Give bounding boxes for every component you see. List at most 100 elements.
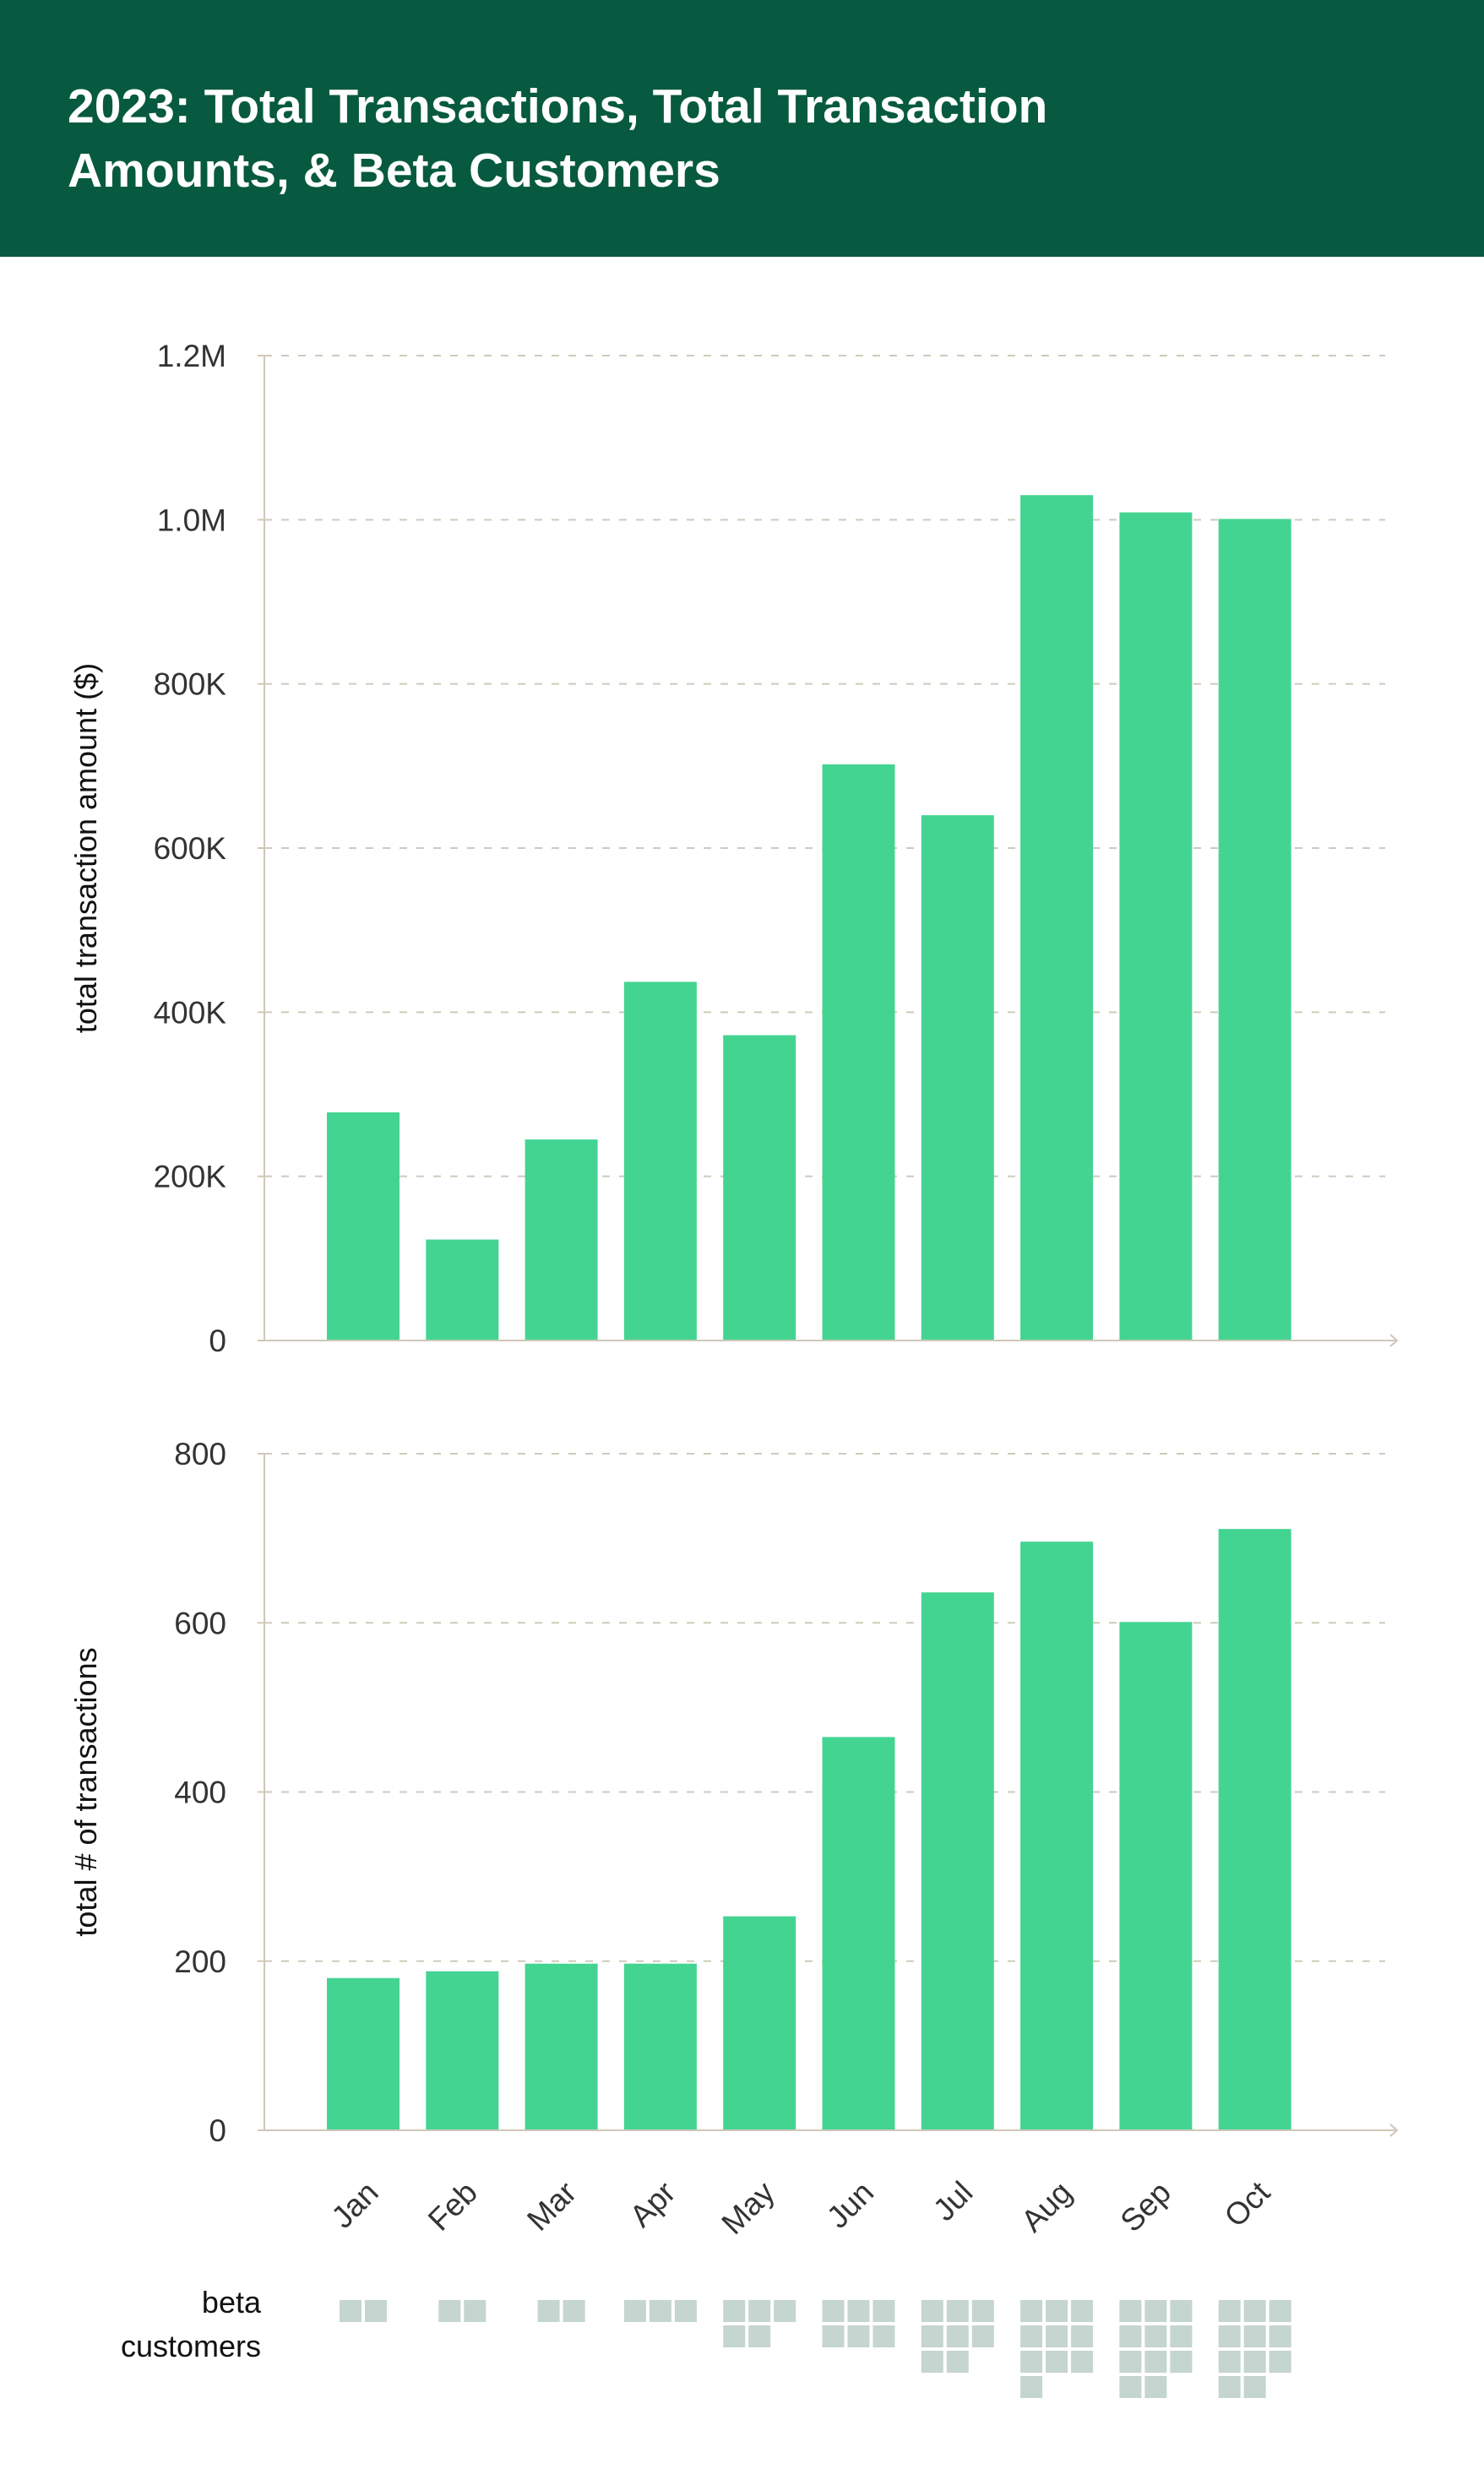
beta-customer-square [847,2300,870,2322]
chart-title: 2023: Total Transactions, Total Transact… [68,79,1048,198]
beta-customer-square [1020,2325,1043,2347]
beta-customer-square [1119,2300,1142,2322]
bar-oct [1218,519,1291,1341]
beta-customer-square [872,2300,895,2322]
x-tick-label: Feb [421,2175,484,2238]
beta-customer-square [1046,2300,1068,2322]
beta-customer-square [748,2300,771,2322]
bar-sep [1119,1622,1193,2130]
bar-feb [426,1971,499,2130]
beta-customer-square [1020,2300,1043,2322]
x-tick-label: May [715,2174,781,2241]
beta-customer-square [822,2300,845,2322]
beta-customer-square [537,2300,560,2322]
y-tick-label: 400 [174,1776,226,1810]
beta-customer-square [1020,2351,1043,2373]
bar-jun [822,764,895,1341]
x-axis-arrow-icon [1389,1334,1399,1347]
y-tick-label: 600K [154,831,227,866]
beta-customer-square [1218,2300,1241,2322]
beta-customer-square [822,2325,845,2347]
transactions-chart: 0 200 400 600 800 total # of transactions [68,1437,1399,2148]
beta-customer-square [1170,2300,1193,2322]
y-tick-label: 600 [174,1606,226,1640]
beta-customer-square [921,2300,943,2322]
bar-may [723,1035,796,1341]
beta-customer-square [921,2325,943,2347]
y-tick-label: 200K [154,1160,227,1194]
amount-chart: 0 200K 400K 600K 800K 1.0M 1.2M total transacti… [68,339,1399,1358]
x-tick-label: Apr [623,2175,682,2234]
beta-customer-square [1243,2300,1266,2322]
bar-sep [1119,512,1193,1341]
beta-customer-square [1218,2325,1241,2347]
beta-customer-square [1269,2300,1291,2322]
beta-customer-square [1218,2351,1241,2373]
beta-customer-square [1170,2325,1193,2347]
beta-customer-square [1144,2351,1167,2373]
beta-customer-square [1119,2325,1142,2347]
beta-customer-square [438,2300,461,2322]
x-tick-label: Jun [820,2175,880,2235]
beta-customers: beta customers [121,2285,1291,2398]
y-tick-label: 800K [154,667,227,702]
bar-mar [525,1139,598,1341]
bar-may [723,1916,796,2130]
bar-jul [921,815,994,1341]
y-tick-label: 1.2M [157,339,226,373]
beta-customer-square [1243,2351,1266,2373]
beta-customer-square [1020,2376,1043,2398]
bar-jul [921,1592,994,2130]
beta-label-line2: customers [121,2329,261,2363]
y-tick-label: 1.0M [157,503,226,537]
beta-customer-square [946,2300,969,2322]
beta-customer-square [774,2300,796,2322]
beta-customer-square [1071,2325,1094,2347]
beta-customer-square [1243,2376,1266,2398]
beta-customer-square [1119,2376,1142,2398]
beta-customer-square [1144,2376,1167,2398]
beta-customer-square [723,2325,746,2347]
beta-customer-square [1144,2325,1167,2347]
beta-customer-square [723,2300,746,2322]
beta-customer-square [1269,2325,1291,2347]
beta-customer-square [1046,2351,1068,2373]
x-tick-label: Jan [324,2175,384,2235]
beta-customer-square [1144,2300,1167,2322]
bar-apr [623,1963,697,2130]
bar-aug [1020,495,1094,1341]
y-axis-label: total transaction amount ($) [68,663,103,1033]
x-tick-label: Jul [927,2175,979,2227]
y-tick-label: 800 [174,1437,226,1471]
header-banner: 2023: Total Transactions, Total Transact… [0,0,1484,257]
beta-customer-square [921,2351,943,2373]
y-tick-label: 0 [209,2113,226,2148]
beta-customer-square [649,2300,671,2322]
beta-customer-square [946,2351,969,2373]
beta-customer-square [365,2300,387,2322]
x-tick-label: Mar [520,2175,583,2238]
beta-customer-square [847,2325,870,2347]
bar-oct [1218,1529,1291,2130]
beta-customer-square [872,2325,895,2347]
y-tick-label: 400K [154,995,227,1030]
x-tick-label: Oct [1218,2174,1277,2233]
month-labels: Jan Feb Mar Apr May Jun Jul Aug Sep Oct [324,2174,1276,2241]
y-tick-label: 0 [209,1324,226,1358]
beta-customer-square [1218,2376,1241,2398]
beta-customer-square [971,2325,994,2347]
beta-customer-square [1170,2351,1193,2373]
x-tick-label: Sep [1114,2175,1178,2239]
beta-customer-square [340,2300,361,2322]
y-tick-label: 200 [174,1944,226,1979]
beta-customer-square [1119,2351,1142,2373]
x-tick-label: Aug [1014,2175,1079,2239]
beta-customer-square [1269,2351,1291,2373]
beta-customer-square [946,2325,969,2347]
bar-jun [822,1737,895,2130]
bar-apr [623,982,697,1341]
bar-feb [426,1239,499,1341]
x-axis-arrow-icon [1389,2124,1399,2137]
beta-customer-square [971,2300,994,2322]
